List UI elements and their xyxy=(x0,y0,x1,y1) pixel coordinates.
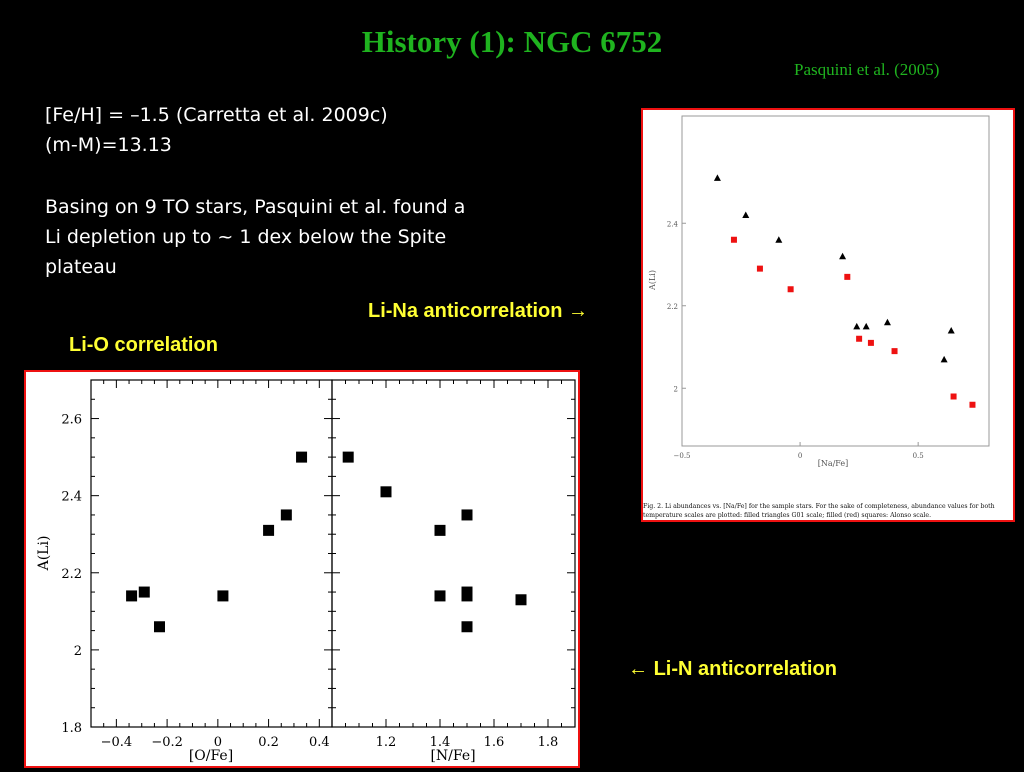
n-x-axis-label: [N/Fe] xyxy=(430,748,475,764)
na-x-tick-label: 0 xyxy=(798,452,802,460)
o-square-point xyxy=(280,509,292,521)
na-square-point xyxy=(969,401,976,408)
o-square-point xyxy=(263,524,275,536)
o-x-tick-label: 0 xyxy=(214,735,222,750)
na-square-point xyxy=(730,236,737,243)
arrow-left-icon: ← xyxy=(628,658,648,680)
na-triangle-point xyxy=(862,322,870,330)
summary-line-2: Li depletion up to ~ 1 dex below the Spi… xyxy=(45,226,447,248)
na-triangle-point xyxy=(839,252,847,260)
arrow-right-icon: → xyxy=(568,300,589,322)
na-x-axis-label: [Na/Fe] xyxy=(818,459,849,468)
na-square-point xyxy=(950,393,957,400)
na-triangle-point xyxy=(947,327,955,334)
o-x-tick-label: 0.4 xyxy=(309,735,330,750)
n-square-point xyxy=(461,509,473,521)
n-square-point xyxy=(434,590,446,602)
o-y-tick-label: 2 xyxy=(74,644,82,659)
li-o-n-figure: −0.4 −0.2 0 0.2 0.4 1.8 2 2.2 2.4 2.6 1.2 1.4 1.6 1.… xyxy=(24,370,580,768)
na-y-tick-label: 2 xyxy=(674,385,678,393)
na-triangle-point xyxy=(940,355,948,363)
na-square-point xyxy=(756,265,763,272)
o-y-tick-label: 2.6 xyxy=(61,413,82,428)
na-triangle-point xyxy=(775,236,783,243)
o-x-axis-label: [O/Fe] xyxy=(189,748,233,764)
n-square-point xyxy=(461,621,473,633)
na-y-axis-label: A(Li) xyxy=(648,270,657,291)
n-square-point xyxy=(342,451,354,463)
n-x-tick-label: 1.4 xyxy=(430,735,451,750)
slide-title: History (1): NGC 6752 xyxy=(361,24,663,59)
li-n-callout: ← Li-N anticorrelation xyxy=(628,658,837,681)
n-square-point xyxy=(515,594,527,606)
n-x-tick-label: 1.8 xyxy=(538,735,559,750)
na-y-tick-label: 2.4 xyxy=(667,220,679,228)
o-x-tick-label: −0.2 xyxy=(151,735,183,750)
n-square-point xyxy=(461,590,473,602)
o-y-tick-label: 2.4 xyxy=(61,490,82,505)
o-square-point xyxy=(153,621,165,633)
li-na-plot: −0.5 0 0.5 2 2.2 2.4 [Na/Fe] A(Li) Fig. 2. Li… xyxy=(643,115,995,519)
figure-caption-2: temperature scales are plotted: filled t… xyxy=(643,512,931,519)
na-triangle-point xyxy=(713,174,721,181)
metallicity-line: [Fe/H] = –1.5 (Carretta et al. 2009c) xyxy=(45,104,388,126)
li-na-callout: Li-Na anticorrelation → xyxy=(368,300,588,323)
figure-caption-1: Fig. 2. Li abundances vs. [Na/Fe] for th… xyxy=(643,503,995,510)
li-o-callout: Li-O correlation xyxy=(69,334,218,356)
summary-line-3: plateau xyxy=(45,256,117,278)
o-x-tick-label: −0.4 xyxy=(101,735,133,750)
n-x-tick-label: 1.6 xyxy=(484,735,505,750)
o-square-point xyxy=(126,590,138,602)
o-square-point xyxy=(217,590,229,602)
n-x-tick-label: 1.2 xyxy=(376,735,397,750)
li-n-label: Li-N anticorrelation xyxy=(653,658,837,680)
na-square-point xyxy=(787,286,794,293)
distance-modulus-line: (m-M)=13.13 xyxy=(45,134,172,156)
li-na-label: Li-Na anticorrelation xyxy=(368,300,563,322)
n-square-point xyxy=(380,486,392,498)
na-square-point xyxy=(891,348,898,355)
o-y-tick-label: 2.2 xyxy=(61,567,82,582)
o-y-axis-label: A(Li) xyxy=(36,536,52,572)
na-x-tick-label: −0.5 xyxy=(674,452,691,460)
na-triangle-point xyxy=(742,211,750,218)
li-na-figure: −0.5 0 0.5 2 2.2 2.4 [Na/Fe] A(Li) Fig. 2. Li… xyxy=(641,108,1015,522)
na-square-point xyxy=(867,339,874,346)
o-square-point xyxy=(296,451,308,463)
na-x-tick-label: 0.5 xyxy=(913,452,924,460)
o-x-tick-label: 0.2 xyxy=(258,735,279,750)
li-o-n-plot: −0.4 −0.2 0 0.2 0.4 1.8 2 2.2 2.4 2.6 1.2 1.4 1.6 1.… xyxy=(36,379,576,764)
reference-label: Pasquini et al. (2005) xyxy=(794,60,940,79)
na-square-point xyxy=(856,335,863,342)
n-square-point xyxy=(434,524,446,536)
na-square-point xyxy=(844,273,851,280)
o-y-tick-label: 1.8 xyxy=(61,721,82,736)
na-triangle-point xyxy=(853,322,861,330)
na-y-tick-label: 2.2 xyxy=(667,303,678,311)
summary-line-1: Basing on 9 TO stars, Pasquini et al. fo… xyxy=(45,196,466,218)
o-square-point xyxy=(138,586,150,598)
na-triangle-point xyxy=(883,318,891,326)
